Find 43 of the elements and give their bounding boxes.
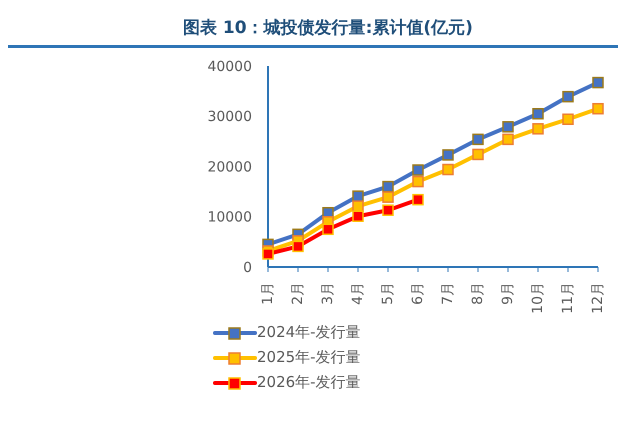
point xyxy=(592,102,604,114)
point xyxy=(382,191,394,203)
point xyxy=(502,134,514,146)
point xyxy=(412,176,424,188)
point xyxy=(442,149,454,161)
point xyxy=(472,148,484,160)
x-tick-label: 2月 xyxy=(290,282,306,305)
y-tick-label: 10000 xyxy=(207,210,252,226)
point xyxy=(592,76,604,88)
point xyxy=(322,224,334,236)
chart-title: 图表 10：城投债发行量:累计值(亿元) xyxy=(8,8,618,48)
point xyxy=(442,164,454,176)
x-tick-label: 11月 xyxy=(560,282,576,314)
point xyxy=(262,248,274,260)
point xyxy=(412,194,424,206)
x-tick-label: 9月 xyxy=(500,282,516,305)
x-tick-label: 6月 xyxy=(410,282,426,305)
point xyxy=(532,123,544,135)
x-tick-label: 4月 xyxy=(350,282,366,305)
x-tick-label: 1月 xyxy=(260,282,276,305)
point xyxy=(562,90,574,102)
legend-label: 2025年-发行量 xyxy=(257,348,361,367)
point xyxy=(382,204,394,216)
y-tick-label: 40000 xyxy=(207,58,252,75)
point xyxy=(502,121,514,133)
y-tick-label: 0 xyxy=(243,260,252,276)
point xyxy=(532,108,544,120)
point xyxy=(352,210,364,222)
y-tick-label: 20000 xyxy=(207,159,252,176)
point xyxy=(292,240,304,252)
x-tick-label: 8月 xyxy=(470,282,486,305)
x-tick-label: 7月 xyxy=(440,282,456,305)
legend-label: 2026年-发行量 xyxy=(257,373,361,392)
point xyxy=(472,134,484,146)
point xyxy=(382,180,394,192)
point xyxy=(562,114,574,126)
x-tick-label: 3月 xyxy=(320,282,336,305)
x-tick-label: 10月 xyxy=(530,282,546,314)
point xyxy=(412,164,424,176)
x-tick-label: 12月 xyxy=(590,282,606,314)
y-tick-label: 30000 xyxy=(207,109,252,126)
legend-label: 2024年-发行量 xyxy=(257,323,361,342)
x-tick-label: 5月 xyxy=(380,282,396,305)
